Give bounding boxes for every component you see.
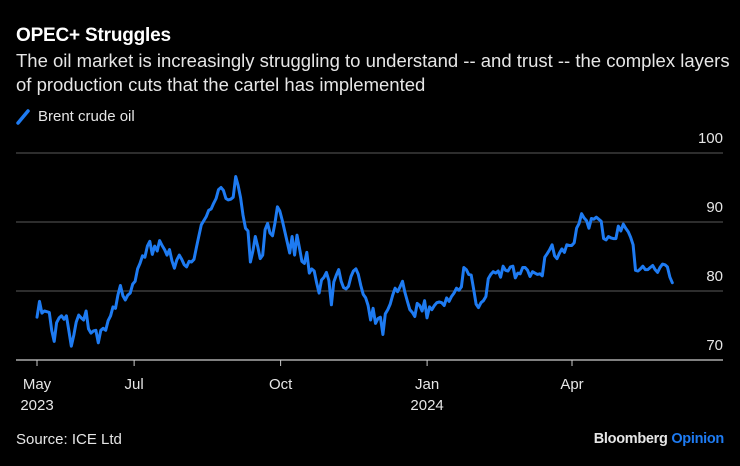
- chart-title: OPEC+ Struggles: [16, 25, 171, 46]
- x-tick-label-jan: Jan: [415, 376, 439, 393]
- series-layer: [35, 175, 674, 348]
- gridlines: [16, 152, 723, 361]
- legend-label-brent: Brent crude oil: [38, 108, 135, 125]
- x-tick-label-may: May: [23, 376, 52, 393]
- x-tick-sublabel-2023: 2023: [20, 397, 53, 414]
- y-tick-label-70: 70: [706, 337, 723, 354]
- legend-swatch-brent: [16, 108, 30, 125]
- x-tick-label-apr: Apr: [560, 376, 583, 393]
- x-tick-sublabel-2024: 2024: [410, 397, 443, 414]
- chart-subtitle: The oil market is increasingly strugglin…: [16, 50, 730, 95]
- x-tick-label-oct: Oct: [269, 376, 293, 393]
- y-tick-label-80: 80: [706, 268, 723, 285]
- y-tick-label-100: 100: [698, 130, 723, 147]
- brand-main: Bloomberg: [593, 431, 668, 447]
- brand-logo: Bloomberg Opinion: [593, 431, 725, 447]
- source-note: Source: ICE Ltd: [16, 431, 122, 448]
- x-tick-label-jul: Jul: [125, 376, 144, 393]
- y-axis-labels: 70 80 90 100: [698, 130, 723, 354]
- brand-sub: Opinion: [671, 431, 724, 447]
- x-axis: May 2023 Jul Oct Jan 2024 Apr: [20, 360, 584, 414]
- y-tick-label-90: 90: [706, 199, 723, 216]
- series-line-brent-crude-oil: [35, 175, 674, 348]
- legend: Brent crude oil: [16, 108, 135, 125]
